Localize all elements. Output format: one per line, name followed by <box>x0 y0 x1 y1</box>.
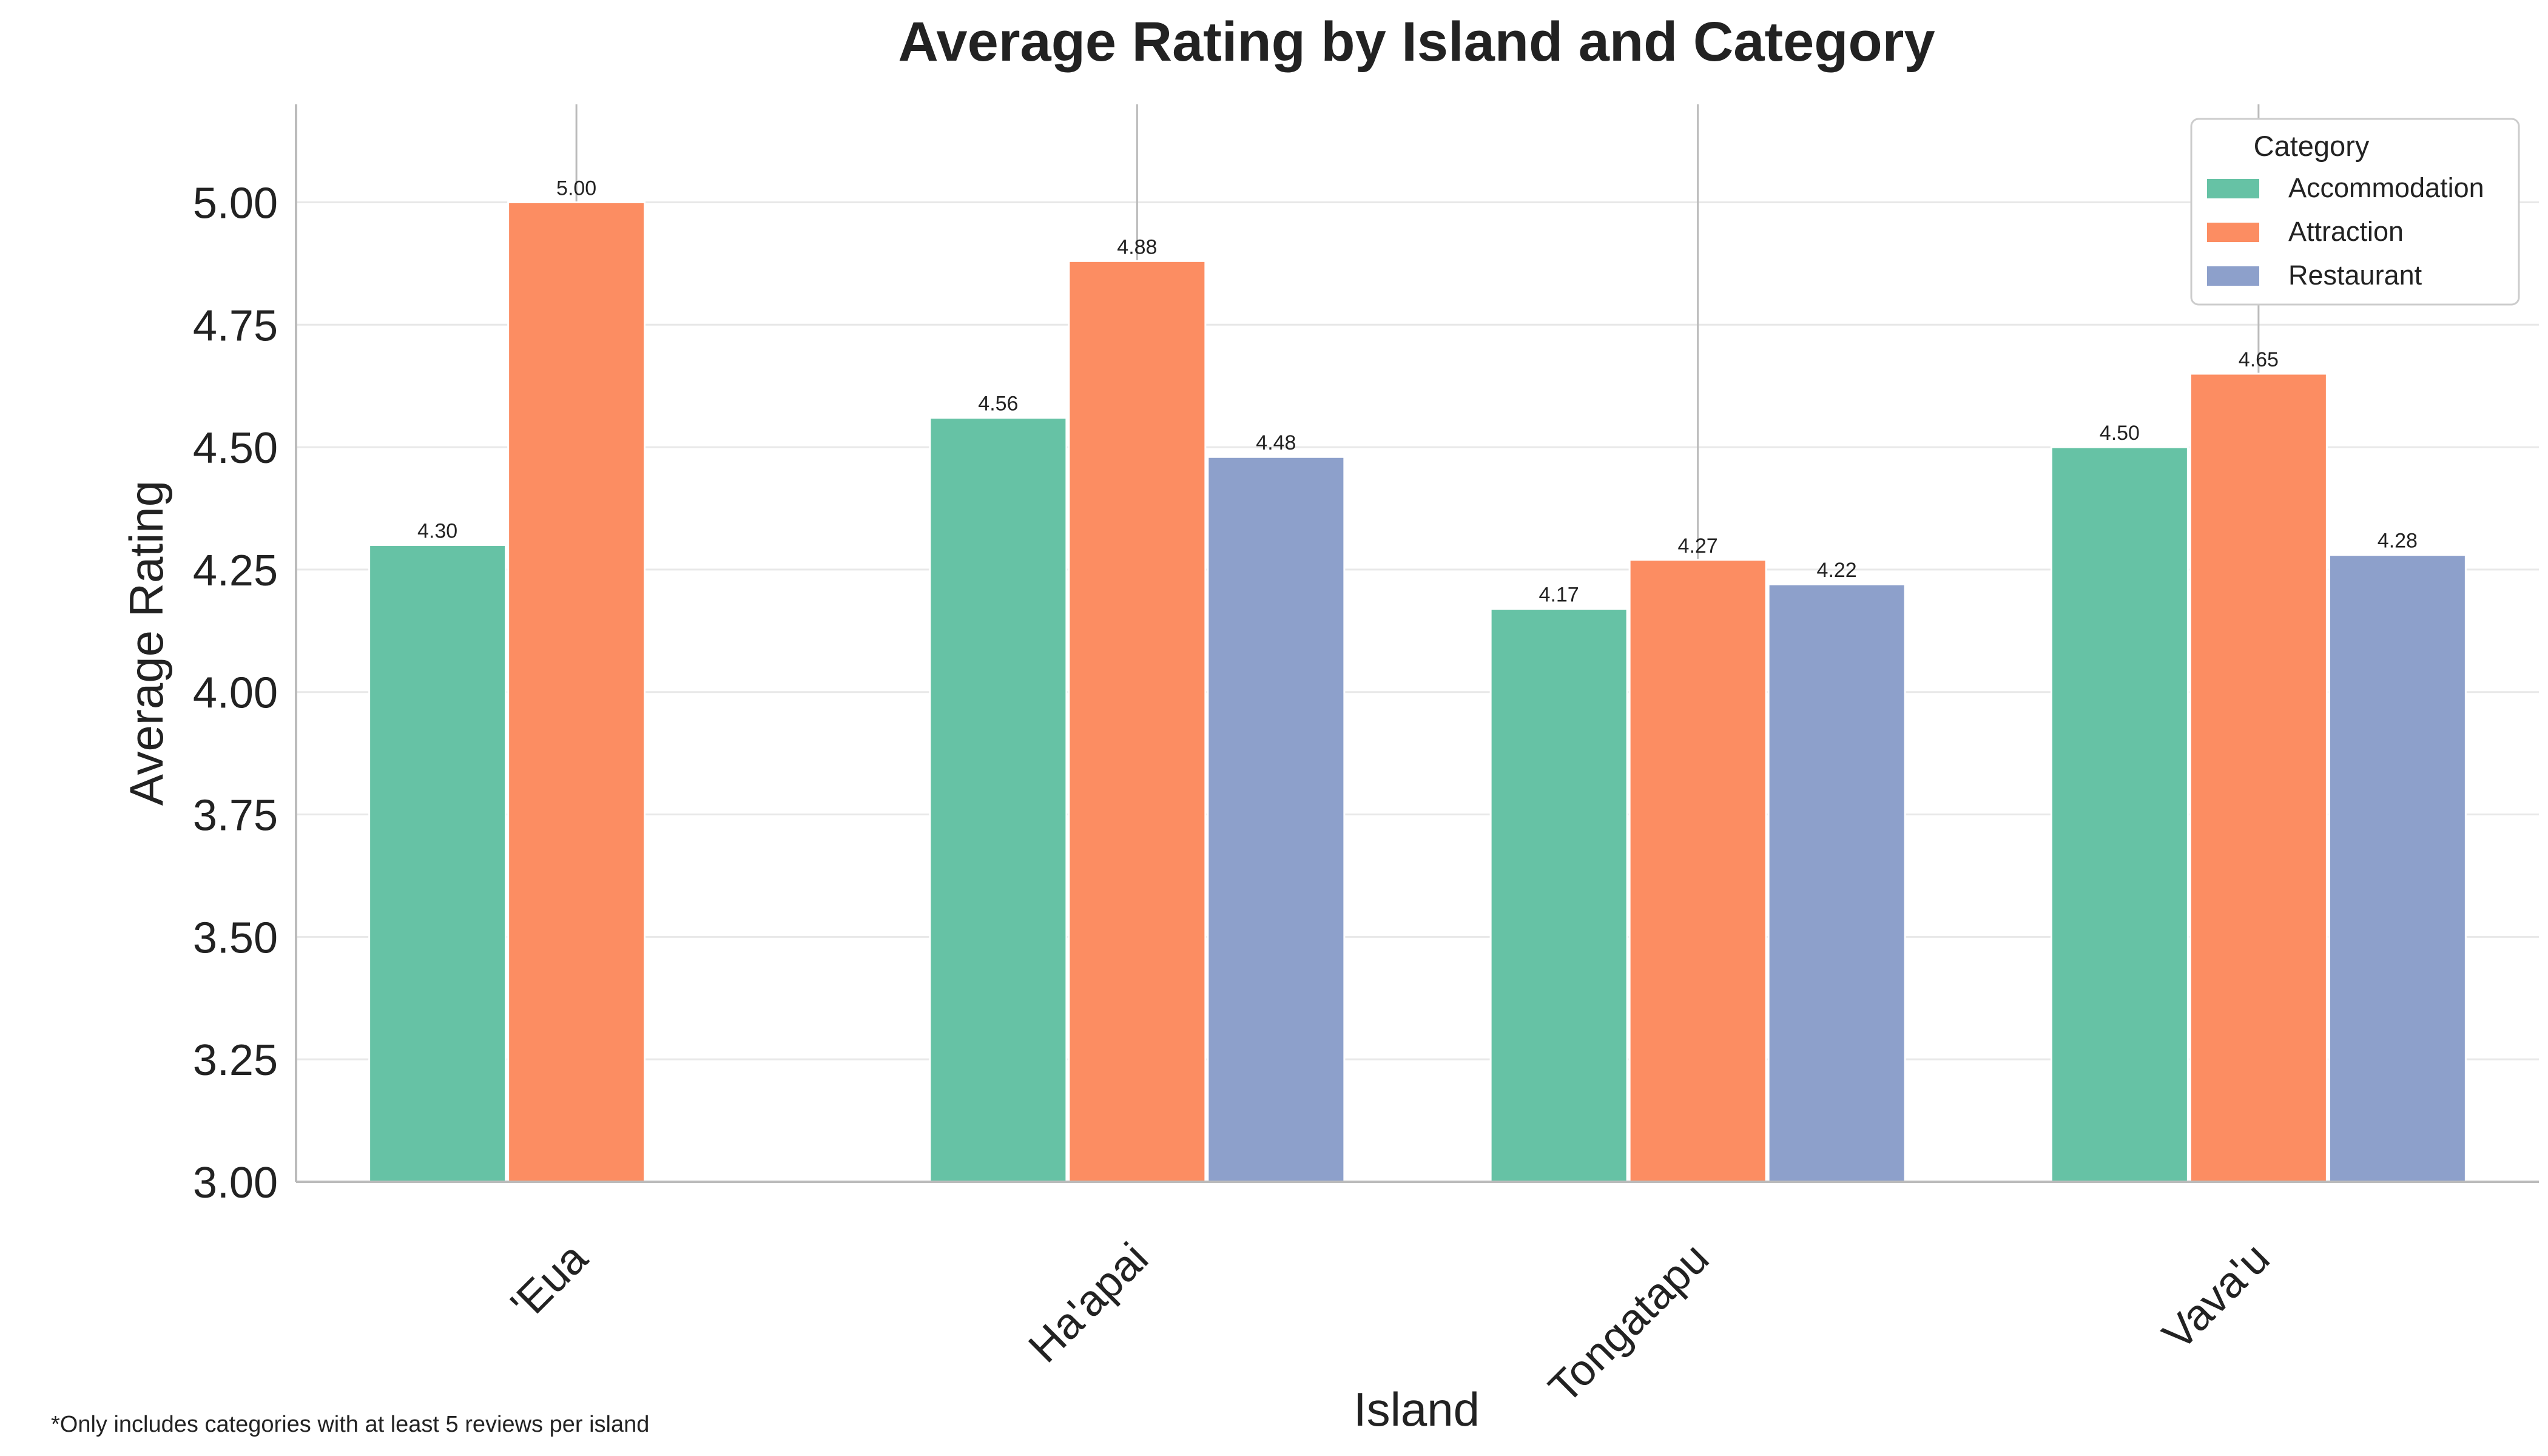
x-tick-label: Ha'apai <box>1019 1234 1158 1372</box>
bar <box>1068 260 1207 1183</box>
y-tick-label: 4.25 <box>193 547 278 595</box>
bar-value-label: 4.88 <box>1117 235 1157 258</box>
bar-value-labels: 4.30 5.00 4.56 4.88 4.48 4.17 4.27 4.22 4.50 4.65… <box>417 177 2418 606</box>
bar <box>507 201 646 1183</box>
gridlines <box>296 201 2539 1060</box>
legend-swatch <box>2207 179 2259 198</box>
y-tick-label: 3.00 <box>193 1159 278 1207</box>
x-tick-label: Tongatapu <box>1540 1234 1718 1412</box>
x-axis-title: Island <box>1353 1383 1480 1436</box>
legend-label: Restaurant <box>2288 260 2422 291</box>
legend-label: Attraction <box>2288 216 2404 247</box>
y-tick-label: 4.50 <box>193 424 278 473</box>
bar-value-label: 4.48 <box>1256 431 1296 454</box>
y-tick-label: 4.00 <box>193 669 278 718</box>
bar <box>1489 607 1628 1183</box>
bar <box>1207 456 1346 1183</box>
bar-value-label: 4.28 <box>2378 530 2418 553</box>
bar <box>368 544 507 1183</box>
bar-value-label: 5.00 <box>556 177 596 200</box>
y-tick-labels: 3.00 3.25 3.50 3.75 4.00 4.25 4.50 4.75 5.00 <box>193 179 278 1207</box>
x-tick-label: 'Eua <box>502 1233 598 1329</box>
bar-value-label: 4.30 <box>417 520 457 543</box>
bar-value-label: 4.50 <box>2100 422 2140 445</box>
bar <box>2328 554 2467 1183</box>
bars <box>368 201 2467 1183</box>
bar-value-label: 4.17 <box>1539 583 1579 606</box>
y-tick-label: 4.75 <box>193 302 278 350</box>
chart-title: Average Rating by Island and Category <box>898 11 1935 73</box>
legend-title: Category <box>2254 130 2370 162</box>
bar <box>1767 583 1906 1183</box>
y-axis-title: Average Rating <box>120 480 173 806</box>
y-tick-label: 5.00 <box>193 179 278 228</box>
x-tick-label: Vava'u <box>2154 1234 2279 1360</box>
legend-swatch <box>2207 223 2259 242</box>
bar <box>929 417 1068 1183</box>
axes <box>295 104 2539 1183</box>
legend-items: Accommodation Attraction Restaurant <box>2207 172 2484 291</box>
error-bars <box>575 104 2260 560</box>
bar <box>1628 559 1767 1183</box>
legend-frame <box>2190 118 2520 306</box>
bar-value-label: 4.56 <box>978 393 1018 416</box>
legend-label: Accommodation <box>2288 172 2484 203</box>
y-tick-label: 3.25 <box>193 1036 278 1085</box>
bar-value-label: 4.65 <box>2239 348 2279 371</box>
bar <box>2050 446 2189 1183</box>
bar-value-label: 4.27 <box>1678 534 1718 558</box>
bar <box>2189 372 2328 1183</box>
legend: Category Accommodation Attraction Restaura… <box>2190 118 2520 306</box>
y-tick-label: 3.75 <box>193 792 278 840</box>
legend-swatch <box>2207 266 2259 286</box>
y-tick-label: 3.50 <box>193 914 278 962</box>
bar-value-label: 4.22 <box>1817 559 1857 582</box>
footnote: *Only includes categories with at least … <box>51 1412 649 1437</box>
